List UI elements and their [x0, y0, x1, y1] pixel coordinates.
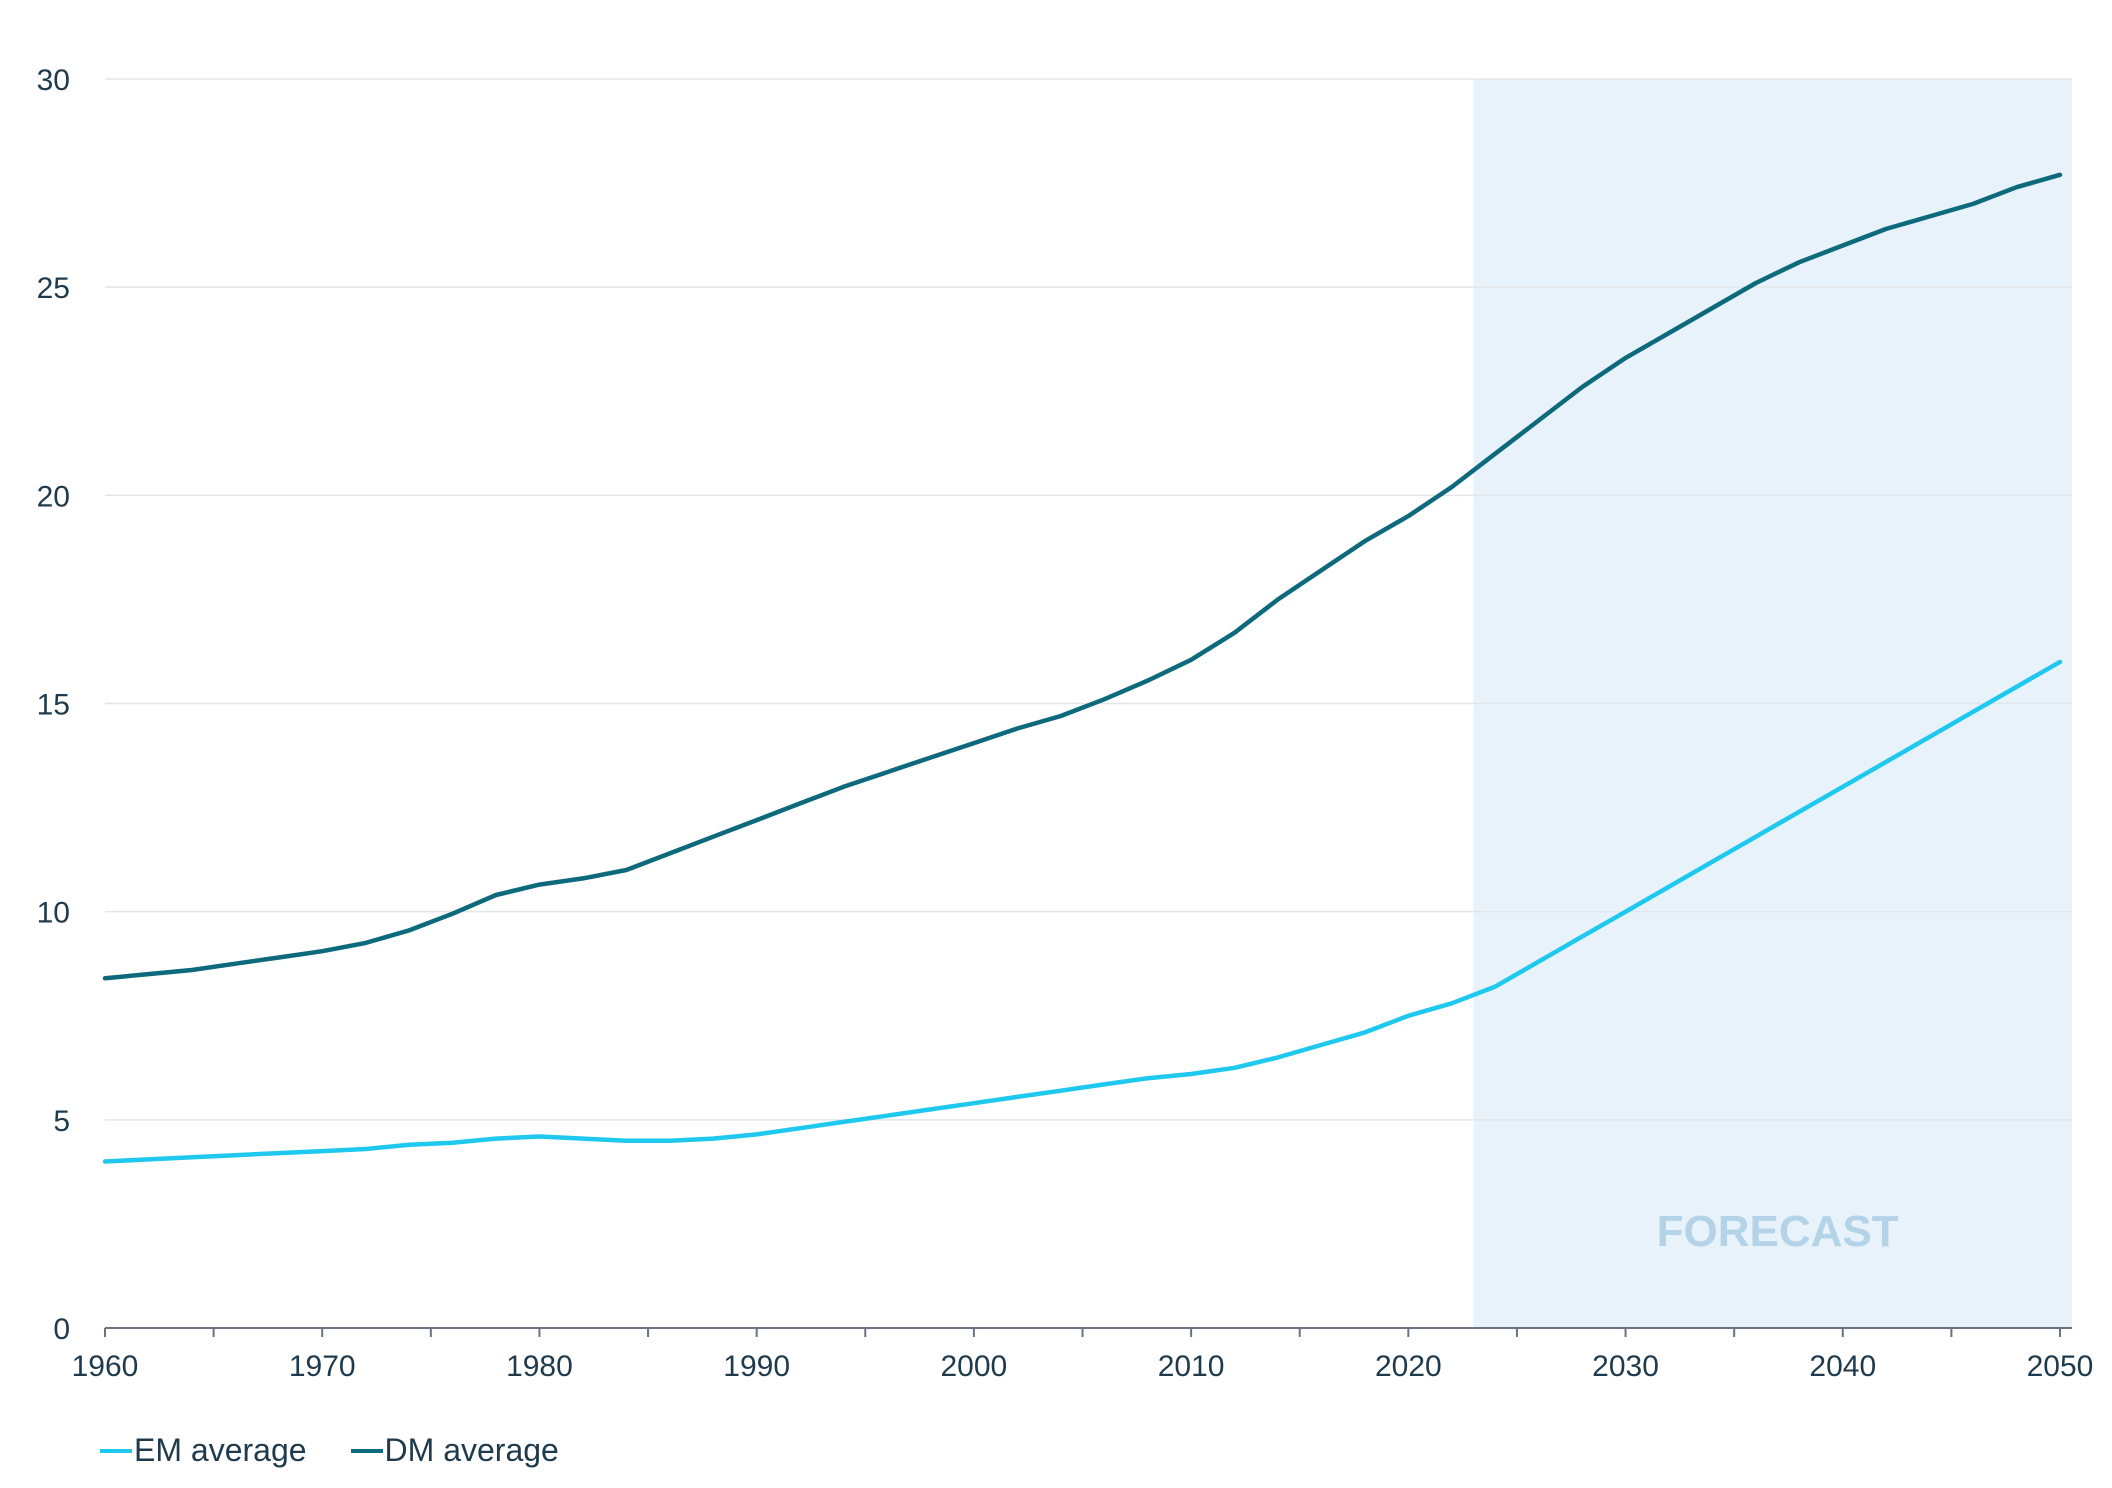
- x-tick-label-1970: 1970: [289, 1350, 356, 1383]
- x-tick-label-1980: 1980: [506, 1350, 573, 1383]
- x-tick-label-1990: 1990: [723, 1350, 790, 1383]
- series-lines: [102, 172, 2063, 1164]
- y-tick-label-30: 30: [37, 64, 70, 97]
- x-tick-label-2040: 2040: [1809, 1350, 1876, 1383]
- series-line-em-average: [102, 659, 2063, 1164]
- x-tick-label-2050: 2050: [2027, 1350, 2094, 1383]
- y-tick-label-0: 0: [53, 1313, 70, 1346]
- axes: 0 5 10 15 20 25 30 1960 1970 1980 1990 2000 2010 2020…: [37, 64, 2094, 1383]
- legend-item-dm: DM average: [350, 1432, 559, 1469]
- series-line-dm-average: [102, 172, 2063, 981]
- legend: EM average DM average: [100, 1432, 559, 1469]
- y-tick-label-15: 15: [37, 689, 70, 722]
- legend-label-em: EM average: [134, 1432, 307, 1468]
- x-tick-label-2010: 2010: [1158, 1350, 1225, 1383]
- forecast-label: FORECAST: [1657, 1207, 1899, 1256]
- y-tick-label-10: 10: [37, 897, 70, 930]
- legend-swatch-dm: [350, 1448, 383, 1453]
- x-tick-label-2030: 2030: [1592, 1350, 1659, 1383]
- y-tick-label-25: 25: [37, 272, 70, 305]
- y-tick-label-20: 20: [37, 480, 70, 513]
- x-tick-label-2000: 2000: [941, 1350, 1008, 1383]
- y-tick-label-5: 5: [53, 1105, 70, 1138]
- legend-swatch-em: [100, 1448, 132, 1453]
- x-tick-label-2020: 2020: [1375, 1350, 1442, 1383]
- legend-item-em: EM average: [100, 1432, 307, 1469]
- legend-label-dm: DM average: [384, 1432, 559, 1468]
- x-tick-label-1960: 1960: [72, 1350, 139, 1383]
